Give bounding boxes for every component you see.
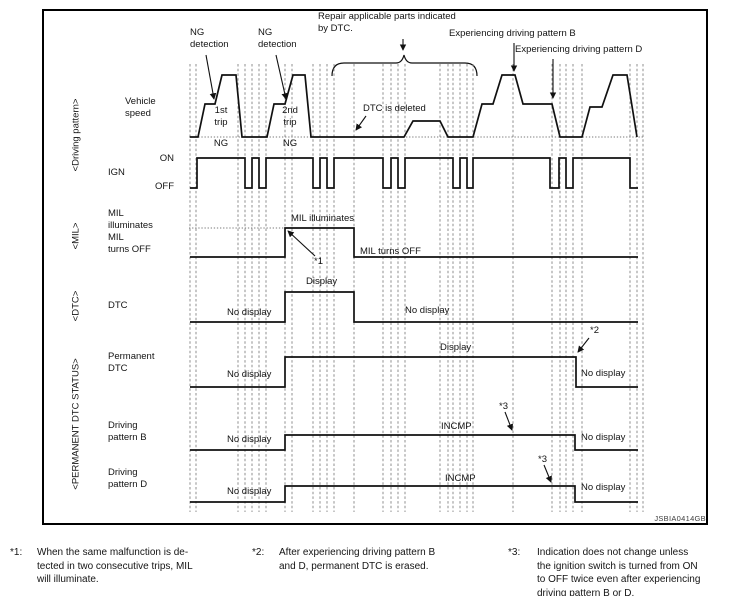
- trace-mil: [190, 227, 638, 258]
- trip1-ng-label: NG: [213, 138, 229, 149]
- ign-on-label: ON: [159, 153, 174, 164]
- ref3-d-marker: *3: [538, 454, 547, 465]
- mil-turns-off-annotation: MIL turns OFF: [360, 246, 421, 257]
- trace-vehicle-speed: [190, 74, 638, 138]
- ref1-marker: *1: [314, 256, 323, 267]
- row-label-driving-pattern-b: Driving pattern B: [108, 420, 147, 443]
- trace-pattern-d: [190, 485, 638, 503]
- trace-ign: [190, 157, 638, 189]
- dtc-no-display-left-label: No display: [227, 307, 272, 318]
- perm-display-label: Display: [440, 342, 472, 353]
- footnote-1-text: When the same malfunction is de- tected …: [37, 547, 193, 585]
- trace-permanent-dtc: [190, 356, 638, 388]
- figure-code: JSBIA0414GB: [654, 514, 706, 523]
- ign-off-label: OFF: [155, 181, 174, 192]
- ng-detection-1-label: NG detection: [190, 27, 229, 50]
- trip1-label: 1st trip: [214, 105, 228, 128]
- dtc-display-label: Display: [306, 276, 338, 287]
- pattern-d-no-display-right-label: No display: [581, 482, 626, 493]
- dtc-no-display-right-label: No display: [405, 305, 450, 316]
- footnote-1-marker: *1:: [10, 547, 23, 558]
- pattern-b-no-display-left-label: No display: [227, 434, 272, 445]
- row-label-driving-pattern-d: Driving pattern D: [108, 467, 148, 490]
- row-label-permanent-dtc: Permanent DTC: [108, 351, 155, 374]
- annotation-arrow: [275, 54, 288, 100]
- group-label-permanent-dtc-status: <PERMANENT DTC STATUS>: [70, 358, 82, 490]
- trace-dtc: [190, 291, 638, 323]
- trace-pattern-b: [190, 434, 638, 451]
- row-label-ign: IGN: [108, 167, 125, 178]
- trip2-ng-label: NG: [282, 138, 298, 149]
- footnote-2-marker: *2:: [252, 547, 265, 558]
- group-label-mil: <MIL>: [70, 222, 82, 250]
- group-label-dtc: <DTC>: [70, 290, 82, 322]
- diagram-frame: [42, 9, 708, 525]
- pattern-b-no-display-right-label: No display: [581, 432, 626, 443]
- experiencing-pattern-b-label: Experiencing driving pattern B: [449, 28, 576, 39]
- ref3-b-marker: *3: [499, 401, 508, 412]
- repair-parts-label: Repair applicable parts indicated by DTC…: [318, 11, 456, 34]
- pattern-d-incmp-label: INCMP: [445, 473, 476, 484]
- row-label-mil: MIL illuminates MIL turns OFF: [108, 208, 153, 255]
- dtc-deleted-label: DTC is deleted: [363, 103, 426, 114]
- ref2-marker: *2: [590, 325, 599, 336]
- footnote-3-text: Indication does not change unless the ig…: [537, 547, 701, 596]
- annotation-arrow: [504, 411, 514, 431]
- ng-detection-2-label: NG detection: [258, 27, 297, 50]
- mil-illuminates-annotation: MIL illuminates: [291, 213, 355, 224]
- pattern-d-no-display-left-label: No display: [227, 486, 272, 497]
- repair-range-brace: [331, 54, 478, 77]
- annotation-arrow: [577, 337, 590, 353]
- footnote-3-marker: *3:: [508, 547, 521, 558]
- perm-no-display-right-label: No display: [581, 368, 626, 379]
- annotation-arrow: [205, 54, 217, 100]
- group-label-driving-pattern: <Driving pattern>: [70, 98, 82, 172]
- annotation-arrow: [543, 464, 552, 483]
- trip2-label: 2nd trip: [282, 105, 298, 128]
- annotation-arrow: [287, 230, 316, 257]
- row-label-dtc: DTC: [108, 300, 128, 311]
- pattern-b-incmp-label: INCMP: [441, 421, 472, 432]
- annotation-arrow: [355, 115, 367, 131]
- row-label-vehicle-speed: Vehicle speed: [125, 96, 156, 119]
- experiencing-pattern-d-label: Experiencing driving pattern D: [515, 44, 643, 55]
- perm-no-display-left-label: No display: [227, 369, 272, 380]
- footnote-2-text: After experiencing driving pattern B and…: [279, 547, 436, 572]
